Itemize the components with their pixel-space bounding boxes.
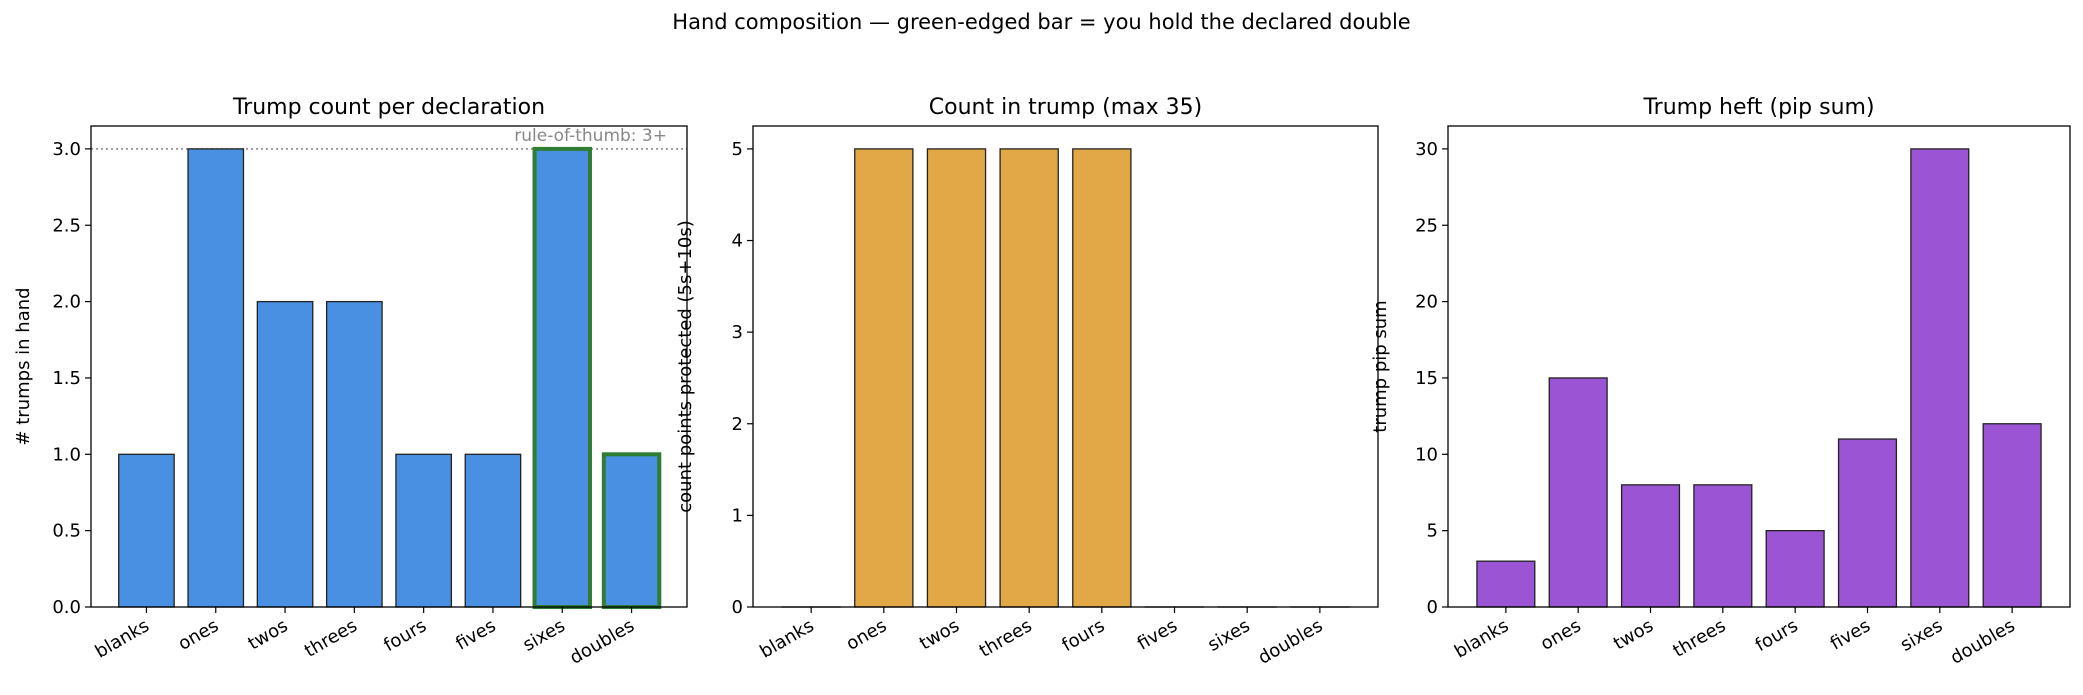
bar-fives — [1837, 438, 1898, 608]
bar-twos — [926, 148, 987, 608]
x-tick-label-threes: threes — [976, 615, 1036, 662]
x-tick-label-blanks: blanks — [756, 615, 817, 663]
bar-twos — [256, 300, 314, 608]
x-tick-label-sixes: sixes — [1897, 615, 1946, 656]
x-tick-label-sixes: sixes — [519, 615, 568, 656]
bar-fours — [395, 453, 453, 608]
x-tick-label-fours: fours — [380, 615, 430, 656]
y-tick-label: 3.0 — [52, 139, 81, 160]
x-tick-label-fives: fives — [1827, 615, 1874, 654]
y-tick-label: 5 — [732, 139, 743, 160]
bar-fives — [464, 453, 522, 608]
y-tick-label: 0 — [1427, 597, 1438, 618]
y-tick-label: 1 — [732, 505, 743, 526]
y-tick-label: 20 — [1415, 292, 1438, 313]
y-tick-label: 2.5 — [52, 215, 81, 236]
x-tick-label-twos: twos — [1610, 615, 1657, 654]
y-axis-label: count points protected (5s+10s) — [675, 220, 696, 513]
y-tick-label: 0.5 — [52, 521, 81, 542]
x-tick-label-twos: twos — [916, 615, 963, 654]
bar-ones — [187, 148, 245, 608]
x-tick-label-doubles: doubles — [1947, 615, 2019, 669]
bar-blanks — [1476, 560, 1536, 608]
x-tick-label-ones: ones — [1537, 615, 1585, 655]
x-tick-label-doubles: doubles — [1255, 615, 1327, 669]
y-tick-label: 4 — [732, 231, 743, 252]
y-tick-label: 3 — [732, 322, 743, 343]
x-tick-label-ones: ones — [175, 615, 223, 655]
x-tick-label-blanks: blanks — [1451, 615, 1512, 663]
bar-ones — [1548, 377, 1608, 608]
x-tick-label-fours: fours — [1058, 615, 1108, 656]
bar-doubles — [1982, 423, 2042, 608]
x-tick-label-ones: ones — [843, 615, 891, 655]
y-tick-label: 2 — [732, 414, 743, 435]
y-tick-label: 1.0 — [52, 444, 81, 465]
y-tick-label: 10 — [1415, 444, 1438, 465]
axes-frame — [752, 125, 1379, 608]
axes-frame — [90, 125, 688, 608]
figure-suptitle: Hand composition — green-edged bar = you… — [672, 10, 1411, 34]
bar-blanks — [118, 453, 175, 608]
bar-twos — [1620, 484, 1681, 608]
x-tick-label-sixes: sixes — [1204, 615, 1253, 656]
x-tick-label-twos: twos — [245, 615, 292, 654]
chart-title: Count in trump (max 35) — [929, 95, 1202, 120]
y-axis-label: # trumps in hand — [13, 287, 34, 445]
bar-sixes-highlighted — [532, 146, 592, 609]
x-tick-label-doubles: doubles — [566, 615, 638, 669]
y-tick-label: 30 — [1415, 139, 1438, 160]
bar-threes — [999, 148, 1059, 608]
y-tick-label: 0 — [732, 597, 743, 618]
y-tick-label: 15 — [1415, 368, 1438, 389]
chart-panel-3: 0 5 10 15 20 25 30 blanks ones twos threes fours fiv… — [1370, 95, 2071, 669]
chart-panel-1: rule-of-thumb: 3+ 0.0 0.5 1.0 1.5 2.0 2.5 3.0 bl… — [13, 95, 688, 669]
x-tick-label-threes: threes — [301, 615, 361, 662]
x-tick-label-threes: threes — [1669, 615, 1729, 662]
chart-title: Trump count per declaration — [232, 95, 545, 120]
axes-frame — [1447, 125, 2071, 608]
x-tick-label-fives: fives — [452, 615, 499, 654]
bar-doubles-highlighted — [601, 452, 662, 609]
y-tick-label: 1.5 — [52, 368, 81, 389]
reference-line-label: rule-of-thumb: 3+ — [514, 126, 667, 146]
y-tick-label: 25 — [1415, 215, 1438, 236]
x-tick-label-fives: fives — [1134, 615, 1181, 654]
bar-ones — [854, 148, 914, 608]
bar-sixes — [1910, 148, 1970, 608]
y-tick-label: 0.0 — [52, 597, 81, 618]
y-tick-label: 2.0 — [52, 292, 81, 313]
chart-title: Trump heft (pip sum) — [1642, 95, 1874, 120]
y-axis-label: trump pip sum — [1370, 300, 1391, 432]
y-tick-label: 5 — [1427, 521, 1438, 542]
bar-threes — [325, 300, 383, 608]
bar-fours — [1072, 148, 1132, 608]
bar-fours — [1765, 530, 1825, 608]
bar-threes — [1693, 484, 1753, 608]
x-tick-label-fours: fours — [1752, 615, 1802, 656]
chart-panel-2: 0 1 2 3 4 5 blanks ones twos threes fours fives sixe… — [675, 95, 1379, 669]
x-tick-label-blanks: blanks — [92, 615, 153, 663]
